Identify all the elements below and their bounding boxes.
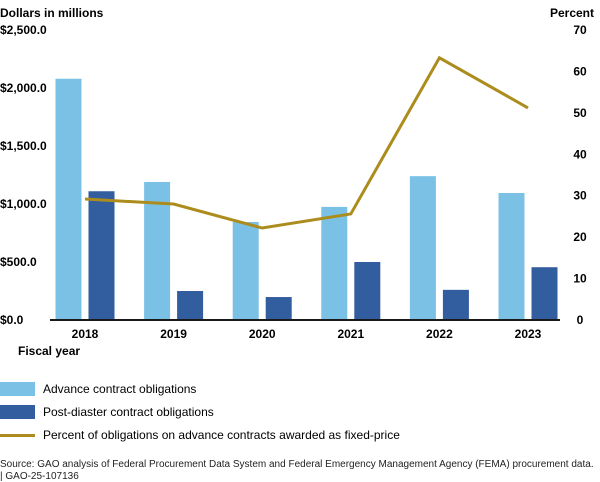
y-tick-label: $500.0	[0, 255, 37, 269]
legend-item-advance: Advance contract obligations	[0, 380, 196, 398]
bar-post-disaster-2021	[354, 262, 381, 320]
bar-advance-2020	[232, 221, 259, 320]
bar-post-disaster-2022	[442, 289, 469, 320]
bar-advance-2022	[409, 176, 436, 320]
y2-tick-label: 70	[573, 23, 587, 37]
x-axis-title: Fiscal year	[18, 344, 81, 358]
bar-advance-2023	[498, 192, 525, 320]
x-tick-label: 2022	[426, 327, 453, 341]
x-tick-label: 2021	[337, 327, 364, 341]
y2-tick-label: 0	[577, 313, 584, 327]
x-tick-label: 2018	[72, 327, 99, 341]
y-tick-label: $1,500.0	[0, 139, 47, 153]
y2-tick-label: 40	[573, 147, 587, 161]
y2-tick-label: 30	[573, 189, 587, 203]
y2-tick-label: 50	[573, 106, 587, 120]
y2-tick-label: 60	[573, 64, 587, 78]
bar-post-disaster-2023	[531, 267, 558, 320]
x-tick-label: 2023	[515, 327, 542, 341]
y2-axis-title: Percent	[549, 6, 594, 20]
chart-plot: $0.0 $500.0 $1,000.0 $1,500.0 $2,000.0 $2,500…	[0, 23, 587, 341]
bar-advance-2021	[321, 206, 348, 320]
report-id: | GAO-25-107136	[0, 471, 79, 482]
y2-tick-label: 20	[573, 230, 587, 244]
legend-swatch-fixed-price	[0, 433, 35, 437]
legend-label-post-disaster: Post-diaster contract obligations	[43, 405, 214, 419]
legend-label-fixed-price: Percent of obligations on advance contra…	[43, 428, 400, 442]
y-tick-label: $2,500.0	[0, 23, 47, 37]
legend-swatch-post-disaster	[0, 405, 35, 419]
bar-post-disaster-2018	[88, 191, 115, 320]
y-tick-label: $1,000.0	[0, 197, 47, 211]
legend-item-fixed-price: Percent of obligations on advance contra…	[0, 426, 400, 444]
bar-advance-2018	[55, 78, 82, 320]
bar-post-disaster-2019	[177, 291, 204, 320]
x-tick-label: 2020	[249, 327, 276, 341]
y-tick-label: $0.0	[0, 313, 24, 327]
y-axis-title: Dollars in millions	[0, 6, 104, 20]
y-tick-label: $2,000.0	[0, 81, 47, 95]
legend-item-post-disaster: Post-diaster contract obligations	[0, 403, 214, 421]
x-tick-label: 2019	[160, 327, 187, 341]
source-note: Source: GAO analysis of Federal Procurem…	[0, 459, 594, 470]
legend-swatch-advance	[0, 382, 35, 396]
line-fixed-price	[84, 55, 529, 230]
legend-label-advance: Advance contract obligations	[43, 382, 197, 396]
bar-post-disaster-2020	[265, 297, 292, 320]
y2-tick-label: 10	[573, 272, 587, 286]
